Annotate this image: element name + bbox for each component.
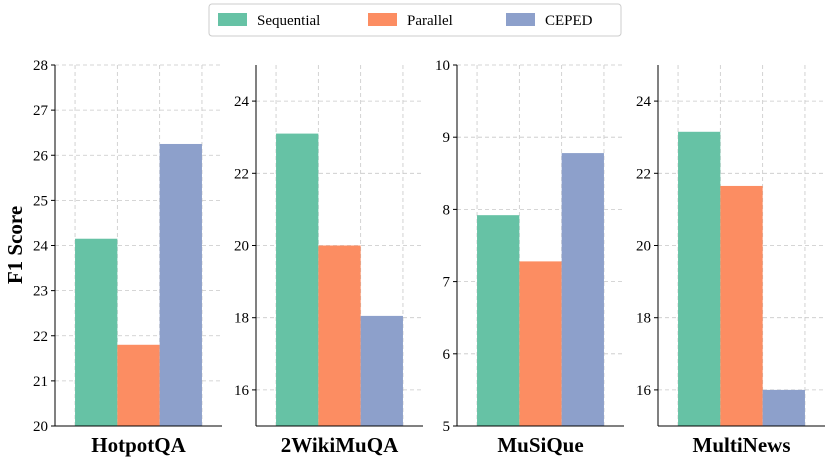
y-tick-label: 20 [636, 239, 651, 255]
y-tick-label: 18 [636, 311, 651, 327]
y-tick-label: 16 [234, 383, 250, 399]
bar-hotpotqa-ceped [159, 143, 202, 426]
category-label-multinews: MultiNews [693, 433, 791, 457]
legend: Sequential Parallel CEPED [208, 3, 622, 37]
legend-swatch-ceped [506, 13, 535, 26]
bar-2wikimuqa-sequential [276, 133, 319, 426]
bar-multinews-ceped [762, 389, 805, 426]
y-tick-label: 24 [234, 94, 250, 110]
bar-hotpotqa-sequential [75, 238, 118, 426]
y-tick-label: 9 [443, 130, 451, 146]
y-tick-label: 22 [33, 329, 48, 345]
y-tick-label: 24 [636, 94, 652, 110]
bar-multinews-sequential [678, 131, 721, 426]
y-tick-label: 7 [443, 275, 451, 291]
y-tick-label: 18 [234, 311, 249, 327]
panel-hotpotqa: 20 21 22 23 24 25 26 27 28 HotpotQA [33, 58, 222, 457]
y-tick-label: 20 [234, 239, 249, 255]
y-tick-label: 6 [443, 347, 451, 363]
y-tick-label: 8 [443, 202, 451, 218]
bar-2wikimuqa-parallel [318, 245, 361, 426]
y-tick-label: 27 [33, 103, 49, 119]
legend-label-sequential: Sequential [257, 13, 320, 29]
y-axis-label: F1 Score [3, 206, 27, 284]
y-tick-label: 24 [33, 239, 49, 255]
category-label-2wikimuqa: 2WikiMuQA [281, 433, 399, 457]
y-tick-label: 16 [636, 383, 652, 399]
legend-frame [208, 3, 622, 37]
bar-musique-ceped [561, 153, 604, 427]
y-tick-label: 20 [33, 419, 48, 435]
y-tick-label: 26 [33, 148, 49, 164]
y-tick-label: 22 [636, 166, 651, 182]
bar-2wikimuqa-ceped [360, 315, 403, 426]
legend-label-parallel: Parallel [407, 13, 453, 29]
legend-swatch-sequential [218, 13, 247, 26]
bar-hotpotqa-parallel [117, 344, 160, 426]
bar-musique-sequential [477, 215, 520, 426]
panel-multinews: 16 18 20 22 24 MultiNews [636, 65, 825, 457]
y-tick-label: 5 [443, 419, 451, 435]
chart-panels: 20 21 22 23 24 25 26 27 28 HotpotQA 16 18 20 22 24 2Wik… [33, 58, 825, 457]
category-label-hotpotqa: HotpotQA [91, 433, 186, 457]
y-tick-label: 25 [33, 193, 48, 209]
legend-swatch-parallel [368, 13, 397, 26]
category-label-musique: MuSiQue [497, 433, 583, 457]
y-tick-label: 28 [33, 58, 48, 74]
panel-2wikimuqa: 16 18 20 22 24 2WikiMuQA [234, 65, 423, 457]
y-tick-label: 23 [33, 284, 48, 300]
bar-multinews-parallel [720, 185, 763, 426]
y-tick-label: 22 [234, 166, 249, 182]
y-tick-label: 10 [435, 58, 450, 74]
panel-musique: 5 6 7 8 9 10 MuSiQue [435, 58, 624, 457]
bar-musique-parallel [519, 261, 562, 426]
y-tick-label: 21 [33, 374, 48, 390]
legend-label-ceped: CEPED [545, 13, 593, 29]
